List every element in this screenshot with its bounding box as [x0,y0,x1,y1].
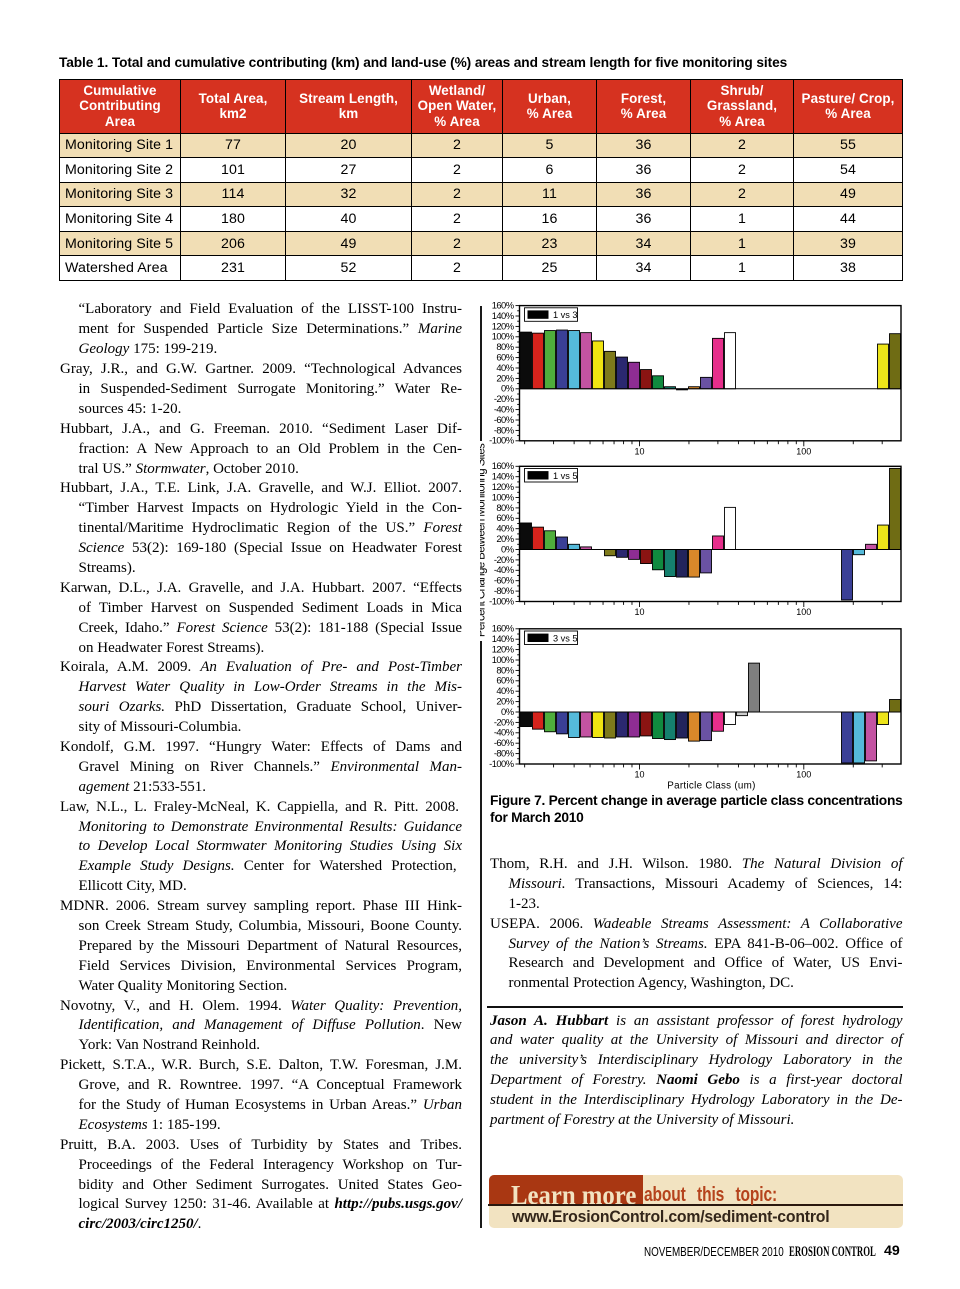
svg-text:40%: 40% [496,685,513,696]
svg-text:10: 10 [634,446,644,456]
svg-text:-40%: -40% [494,727,514,738]
svg-text:40%: 40% [496,523,513,534]
svg-text:Particle Class (um): Particle Class (um) [667,780,755,791]
svg-text:-20%: -20% [494,716,514,727]
svg-text:0%: 0% [501,706,514,717]
svg-text:120%: 120% [492,644,514,655]
svg-text:-80%: -80% [494,585,514,596]
svg-text:140%: 140% [492,471,514,482]
svg-text:-60%: -60% [494,737,514,748]
svg-text:3 vs 5: 3 vs 5 [553,633,578,643]
svg-text:0%: 0% [501,383,514,394]
svg-text:10: 10 [634,770,644,780]
svg-text:100%: 100% [492,654,514,665]
svg-text:140%: 140% [492,633,514,644]
svg-text:0%: 0% [501,543,514,554]
svg-text:-60%: -60% [494,414,514,425]
svg-text:20%: 20% [496,696,513,707]
svg-text:100: 100 [796,607,811,617]
svg-text:140%: 140% [492,310,514,321]
svg-text:-80%: -80% [494,748,514,759]
svg-text:-100%: -100% [489,435,514,446]
svg-text:160%: 160% [492,300,514,311]
svg-text:60%: 60% [496,352,513,363]
svg-text:80%: 80% [496,664,513,675]
svg-text:40%: 40% [496,362,513,373]
svg-text:120%: 120% [492,320,514,331]
svg-text:20%: 20% [496,533,513,544]
svg-text:120%: 120% [492,481,514,492]
svg-text:1 vs 3: 1 vs 3 [553,310,578,320]
svg-text:80%: 80% [496,502,513,513]
svg-text:-60%: -60% [494,575,514,586]
svg-text:160%: 160% [492,460,514,471]
svg-text:Percent Change Between Monitor: Percent Change Between Monitoring Sites [480,443,488,637]
svg-text:-40%: -40% [494,564,514,575]
svg-text:-40%: -40% [494,404,514,415]
svg-text:160%: 160% [492,623,514,634]
svg-text:-80%: -80% [494,424,514,435]
svg-text:-100%: -100% [489,595,514,606]
svg-text:100%: 100% [492,331,514,342]
svg-text:100: 100 [796,770,811,780]
svg-text:60%: 60% [496,512,513,523]
svg-text:-100%: -100% [489,758,514,769]
svg-text:-20%: -20% [494,554,514,565]
svg-text:100: 100 [796,446,811,456]
svg-text:10: 10 [634,607,644,617]
svg-text:60%: 60% [496,675,513,686]
svg-text:100%: 100% [492,491,514,502]
svg-text:20%: 20% [496,372,513,383]
svg-text:1 vs 5: 1 vs 5 [553,471,578,481]
svg-text:-20%: -20% [494,393,514,404]
svg-text:80%: 80% [496,341,513,352]
